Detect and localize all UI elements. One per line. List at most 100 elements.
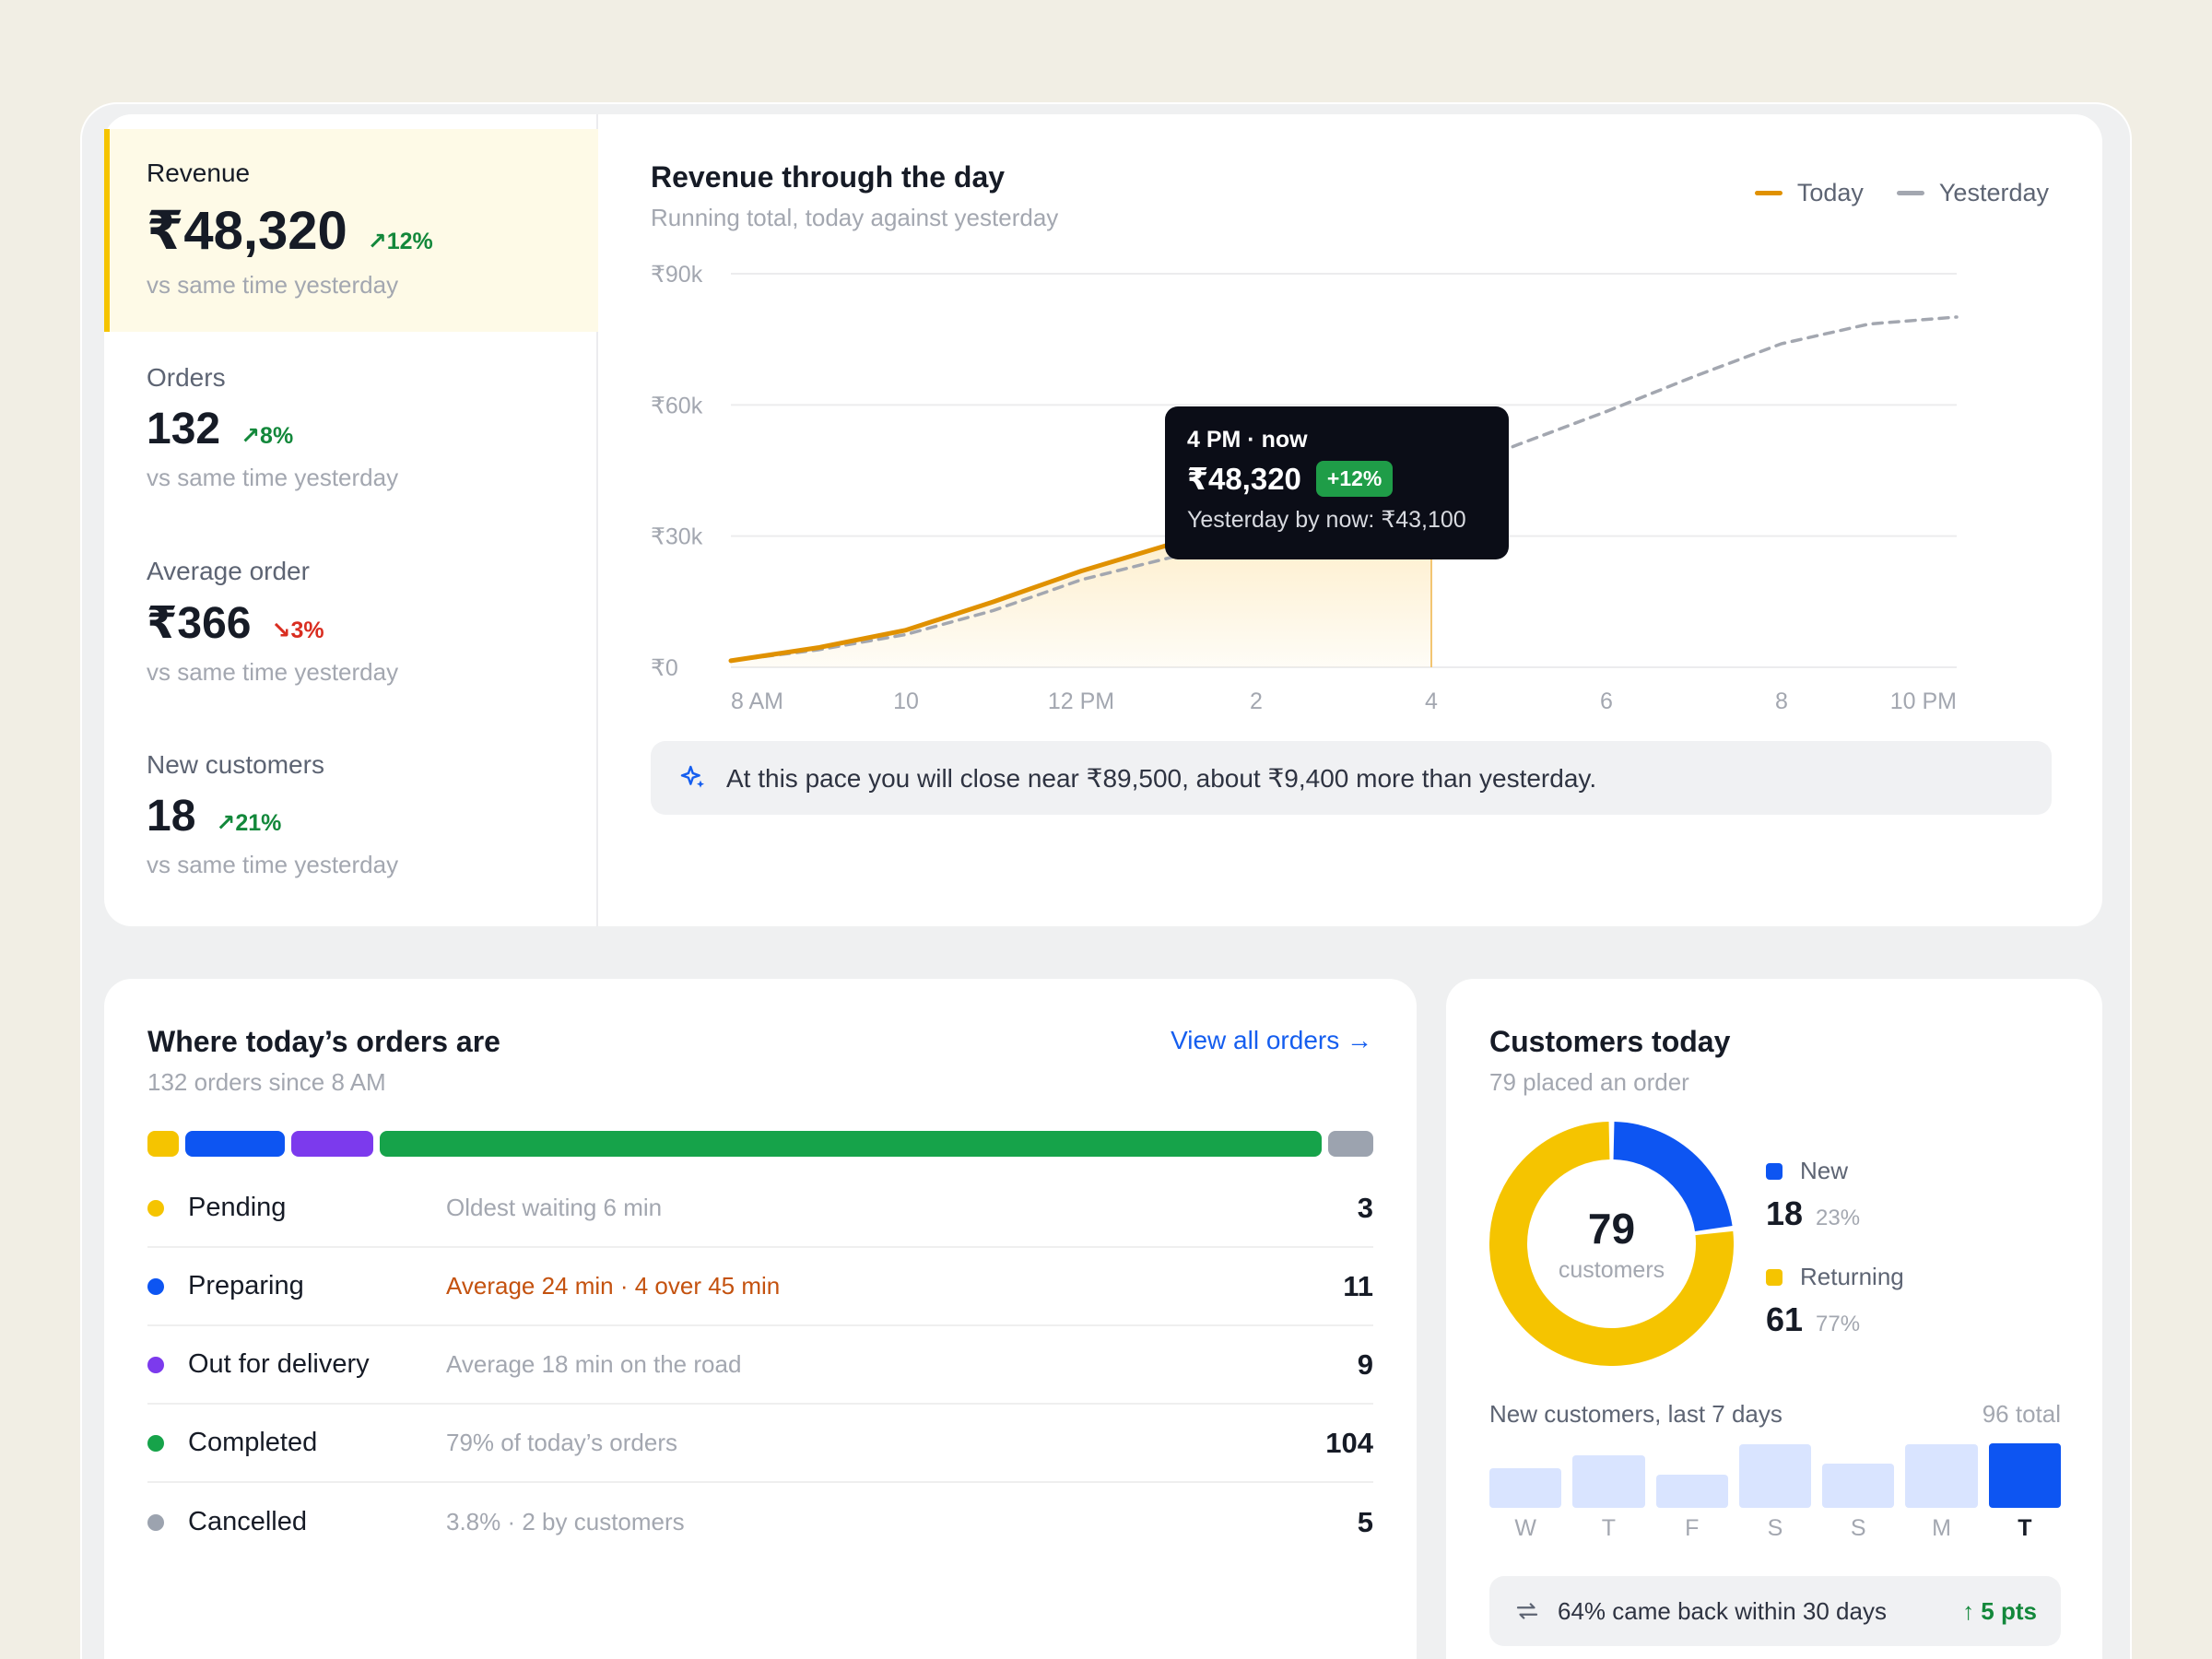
kpi-orders[interactable]: Orders 132 ↗8% vs same time yesterday xyxy=(104,363,598,547)
order-status-row[interactable]: Out for delivery Average 18 min on the ro… xyxy=(147,1326,1373,1405)
chart-title: Revenue through the day xyxy=(651,160,1006,194)
legend-swatch xyxy=(1896,191,1924,195)
return-rate-change: ↑ 5 pts xyxy=(1962,1596,2037,1625)
status-count: 104 xyxy=(1325,1426,1373,1459)
donut-segment-returning xyxy=(1489,1122,1734,1366)
donut-center: 79 customers xyxy=(1489,1122,1734,1366)
tooltip-value: ₹48,320 xyxy=(1187,462,1301,496)
day-label: F xyxy=(1685,1515,1700,1541)
weekly-bar-chart xyxy=(1489,1443,2061,1508)
donut-segment-new xyxy=(1612,1122,1733,1232)
weekly-new-customers-header: New customers, last 7 days 96 total xyxy=(1489,1400,2061,1429)
order-status-row[interactable]: Cancelled 3.8% · 2 by customers 5 xyxy=(147,1483,1373,1561)
y-tick-label: ₹60k xyxy=(651,393,703,418)
order-status-stacked-bar xyxy=(147,1131,1373,1157)
donut-total: 79 xyxy=(1587,1205,1636,1253)
chart-tooltip: 4 PM · now ₹48,320 +12% Yesterday by now… xyxy=(1165,406,1509,559)
weekly-bar[interactable] xyxy=(1489,1467,1562,1508)
chart-legend: Today Yesterday xyxy=(1722,179,2049,207)
order-status-row[interactable]: Completed 79% of today’s orders 104 xyxy=(147,1405,1373,1483)
kpi-label: Orders xyxy=(147,363,226,392)
revenue-line-chart[interactable]: ₹0 ₹30k ₹60k ₹90k 8 AM 10 12 PM 2 4 6 8 10 PM xyxy=(104,114,2102,741)
weekly-bar[interactable] xyxy=(1738,1444,1812,1508)
customer-donut-chart[interactable] xyxy=(1489,1122,1734,1366)
x-tick-label: 8 AM xyxy=(731,688,783,714)
day-label: W xyxy=(1514,1515,1536,1541)
status-description: Average 24 min · 4 over 45 min xyxy=(446,1272,781,1300)
kpi-value: ₹48,320 xyxy=(147,201,347,261)
status-name: Out for delivery xyxy=(188,1349,370,1379)
weekly-bar[interactable] xyxy=(1822,1464,1895,1508)
tooltip-time: 4 PM · now xyxy=(1187,427,1308,453)
status-count: 5 xyxy=(1357,1505,1373,1538)
donut-total-label: customers xyxy=(1558,1257,1665,1283)
kpi-note: vs same time yesterday xyxy=(147,464,399,491)
order-status-row[interactable]: Pending Oldest waiting 6 min 3 xyxy=(147,1170,1373,1248)
kpi-value: 18 xyxy=(147,792,196,841)
status-count: 3 xyxy=(1357,1191,1373,1224)
repeat-icon xyxy=(1516,1603,1538,1619)
kpi-note: vs same time yesterday xyxy=(147,658,399,686)
tooltip-yesterday: Yesterday by now: ₹43,100 xyxy=(1187,507,1466,533)
legend-today[interactable]: Today xyxy=(1754,179,1864,207)
trend-up-icon: ↗ xyxy=(241,423,261,449)
legend-new: New 18 23% xyxy=(1766,1157,1861,1232)
kpi-label: Revenue xyxy=(147,159,251,187)
status-dot xyxy=(147,1199,164,1217)
weekly-bar[interactable] xyxy=(1988,1443,2061,1508)
status-count: 11 xyxy=(1343,1269,1373,1302)
legend-swatch xyxy=(1766,1268,1783,1286)
legend-yesterday[interactable]: Yesterday xyxy=(1896,179,2049,207)
x-tick-label: 8 xyxy=(1775,688,1788,714)
legend-swatch xyxy=(1754,191,1783,195)
kpi-delta: ↗21% xyxy=(216,810,282,836)
weekly-bar[interactable] xyxy=(1655,1474,1728,1508)
kpi-revenue[interactable]: Revenue ₹48,320 ↗12% vs same time yester… xyxy=(104,129,598,332)
status-name: Pending xyxy=(188,1193,287,1222)
kpi-note: vs same time yesterday xyxy=(147,851,399,878)
pace-insight: At this pace you will close near ₹89,500… xyxy=(651,741,2052,815)
customers-card: Customers today 79 placed an order 79 cu… xyxy=(1446,979,2102,1659)
weekly-bar[interactable] xyxy=(1905,1444,1978,1508)
weekly-bar[interactable] xyxy=(1572,1454,1645,1508)
view-all-orders-link[interactable]: View all orders → xyxy=(1171,1026,1372,1054)
kpi-value: ₹366 xyxy=(147,599,252,648)
kpi-column: Revenue ₹48,320 ↗12% vs same time yester… xyxy=(104,114,598,926)
weekly-title: New customers, last 7 days xyxy=(1489,1400,1783,1428)
y-tick-label: ₹90k xyxy=(651,262,703,288)
kpi-label: Average order xyxy=(147,557,310,585)
status-description: Average 18 min on the road xyxy=(446,1350,742,1378)
x-tick-label: 10 xyxy=(893,688,919,714)
x-tick-label: 2 xyxy=(1250,688,1263,714)
x-tick-label: 4 xyxy=(1425,688,1438,714)
kpi-label: New customers xyxy=(147,750,324,779)
status-description: 79% of today’s orders xyxy=(446,1429,677,1456)
order-status-row[interactable]: Preparing Average 24 min · 4 over 45 min 1… xyxy=(147,1248,1373,1326)
kpi-delta: ↗12% xyxy=(367,229,433,254)
return-rate-text: 64% came back within 30 days xyxy=(1558,1596,1887,1625)
stack-segment[interactable] xyxy=(291,1131,373,1157)
legend-swatch xyxy=(1766,1162,1783,1180)
trend-down-icon: ↘ xyxy=(271,618,291,643)
x-tick-label: 10 PM xyxy=(1890,688,1957,714)
status-description: Oldest waiting 6 min xyxy=(446,1194,663,1221)
stack-segment[interactable] xyxy=(185,1131,286,1157)
orders-status-card: Where today’s orders are 132 orders sinc… xyxy=(104,979,1417,1659)
trend-up-icon: ↗ xyxy=(367,229,387,254)
kpi-average-order[interactable]: Average order ₹366 ↘3% vs same time yest… xyxy=(104,557,598,741)
x-tick-label: 12 PM xyxy=(1048,688,1114,714)
revenue-overview-card: Revenue ₹48,320 ↗12% vs same time yester… xyxy=(104,114,2102,926)
day-label: T xyxy=(2018,1515,2032,1541)
x-tick-label: 6 xyxy=(1600,688,1613,714)
sparkle-icon xyxy=(680,765,704,788)
stack-segment[interactable] xyxy=(1327,1131,1373,1157)
legend-returning: Returning 61 77% xyxy=(1766,1263,1904,1338)
stack-segment[interactable] xyxy=(379,1131,1322,1157)
y-tick-label: ₹30k xyxy=(651,524,703,550)
status-dot xyxy=(147,1513,164,1531)
kpi-new-customers[interactable]: New customers 18 ↗21% vs same time yeste… xyxy=(104,750,598,916)
status-count: 9 xyxy=(1357,1347,1373,1381)
today-area xyxy=(731,455,1431,667)
trend-up-icon: ↗ xyxy=(216,810,236,836)
stack-segment[interactable] xyxy=(147,1131,180,1157)
